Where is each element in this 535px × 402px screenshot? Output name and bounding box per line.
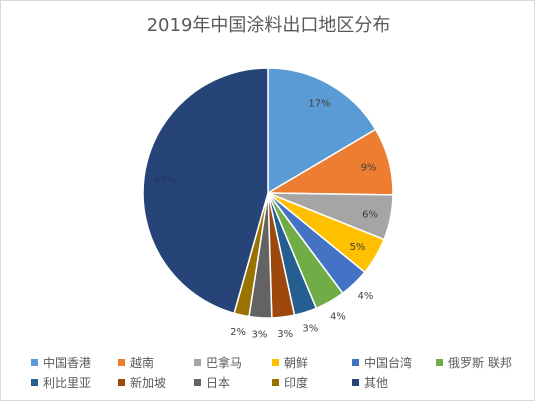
- legend-item: 中国台湾: [352, 354, 412, 371]
- legend-label: 中国台湾: [364, 356, 413, 370]
- legend-item: 越南: [118, 354, 154, 371]
- legend-label: 印度: [284, 376, 309, 390]
- legend-item: 日本: [194, 374, 230, 391]
- legend-swatch: [194, 379, 201, 386]
- legend-label: 朝鲜: [284, 356, 309, 370]
- legend-label: 俄罗斯 联邦: [448, 356, 512, 370]
- legend-swatch: [352, 379, 359, 386]
- data-label-6: 3%: [302, 324, 318, 335]
- legend-swatch: [352, 359, 359, 366]
- legend-swatch: [272, 379, 279, 386]
- data-label-4: 4%: [357, 291, 373, 302]
- legend-label: 其他: [364, 376, 389, 390]
- legend-item: 巴拿马: [194, 354, 242, 371]
- data-label-8: 3%: [251, 330, 267, 341]
- data-label-5: 4%: [330, 312, 346, 323]
- pie-slice-10: [142, 67, 269, 315]
- legend-swatch: [272, 359, 279, 366]
- legend-label: 利比里亚: [43, 376, 92, 390]
- legend-swatch: [31, 359, 38, 366]
- legend-swatch: [118, 359, 125, 366]
- data-label-9: 2%: [230, 327, 246, 338]
- data-label-7: 3%: [277, 329, 293, 340]
- chart-title: 2019年中国涂料出口地区分布: [146, 15, 391, 36]
- legend-swatch: [194, 359, 201, 366]
- data-label-0: 17%: [308, 99, 330, 110]
- legend-item: 中国香港: [31, 354, 91, 371]
- legend-swatch: [436, 359, 443, 366]
- legend-item: 其他: [352, 374, 388, 391]
- legend-item: 利比里亚: [31, 374, 91, 391]
- legend-item: 印度: [272, 374, 308, 391]
- data-label-3: 5%: [350, 242, 366, 253]
- legend-label: 新加坡: [130, 376, 167, 390]
- legend-label: 日本: [206, 376, 231, 390]
- pie-slice-0: [267, 67, 377, 195]
- legend-item: 俄罗斯 联邦: [436, 354, 512, 371]
- data-label-2: 6%: [362, 210, 378, 221]
- legend-label: 中国香港: [43, 356, 92, 370]
- legend-item: 朝鲜: [272, 354, 308, 371]
- legend-label: 巴拿马: [206, 356, 243, 370]
- legend-item: 新加坡: [118, 374, 166, 391]
- data-label-1: 9%: [361, 162, 377, 173]
- data-label-10: 47%: [154, 175, 176, 186]
- legend-label: 越南: [130, 356, 155, 370]
- legend-swatch: [31, 379, 38, 386]
- legend-swatch: [118, 379, 125, 386]
